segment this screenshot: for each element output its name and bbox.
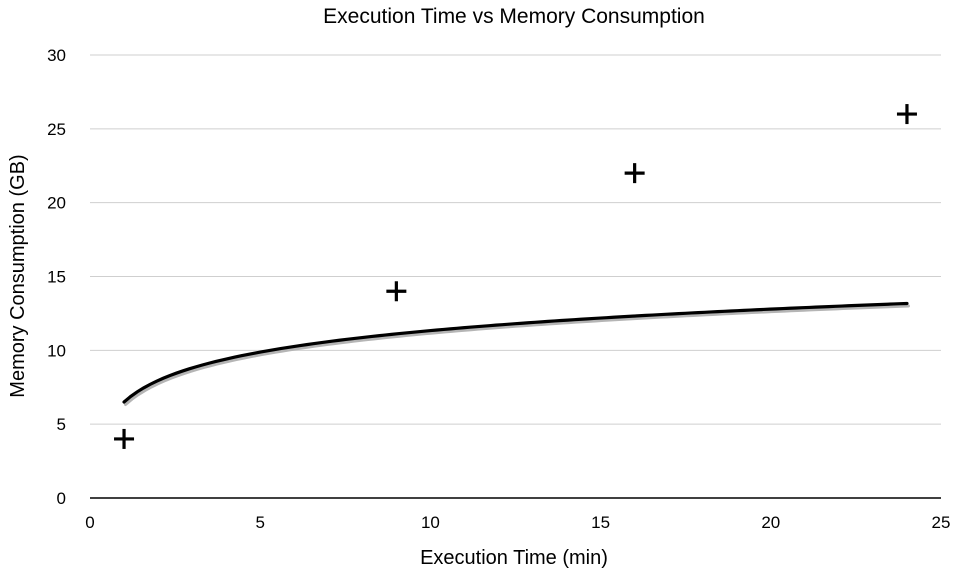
- trendline-group: [122, 301, 910, 407]
- x-axis-title: Execution Time (min): [420, 547, 608, 569]
- grid: [90, 54, 941, 425]
- y-axis-title: Memory Consumption (GB): [7, 154, 29, 397]
- x-tick-label-0: 0: [85, 513, 94, 532]
- y-tick-label-20: 20: [47, 194, 66, 213]
- x-tick-label-5: 5: [255, 513, 264, 532]
- y-tick-label-10: 10: [47, 341, 66, 360]
- data-point-4: [896, 104, 917, 125]
- x-tick-labels: 0 5 10 15 20 25: [85, 513, 950, 532]
- y-tick-label-30: 30: [47, 46, 66, 65]
- x-tick-label-20: 20: [761, 513, 780, 532]
- data-point-1: [114, 428, 135, 449]
- trendline: [122, 301, 909, 404]
- trendline-shadow: [124, 304, 910, 407]
- y-tick-label-0: 0: [57, 489, 66, 508]
- x-tick-label-15: 15: [591, 513, 610, 532]
- chart-title: Execution Time vs Memory Consumption: [323, 5, 705, 28]
- y-tick-label-15: 15: [47, 268, 66, 287]
- y-tick-label-5: 5: [57, 415, 66, 434]
- data-point-3: [624, 163, 645, 184]
- x-tick-label-25: 25: [932, 513, 951, 532]
- y-tick-labels: 0 5 10 15 20 25 30: [47, 46, 66, 508]
- data-points: [114, 104, 917, 449]
- y-tick-label-25: 25: [47, 120, 66, 139]
- data-point-2: [386, 281, 407, 302]
- x-tick-label-10: 10: [421, 513, 440, 532]
